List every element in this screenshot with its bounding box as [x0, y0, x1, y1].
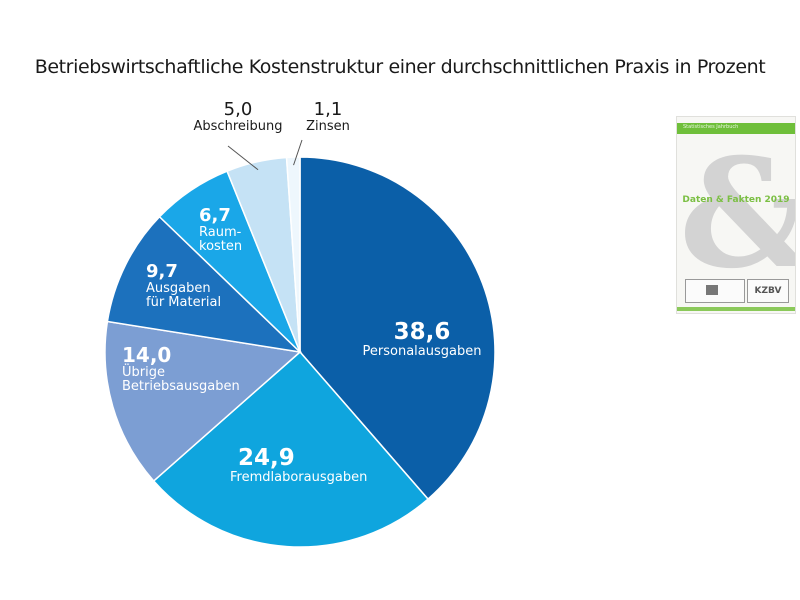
value-abschreibung: 5,0: [223, 99, 253, 120]
pie-slice-fremdlaborausgaben: [152, 350, 430, 548]
category-fremdlaborausgaben: Fremdlaborausgaben: [230, 470, 368, 486]
cover-bottom-bar: [677, 307, 795, 311]
report-cover-thumbnail: Statistisches Jahrbuch & Daten & Fakten …: [676, 116, 796, 314]
label-fremdlaborausgaben: 24,9 Fremdlaborausgaben: [230, 445, 390, 486]
label-raumkosten: 6,7 Raum- kosten: [199, 206, 259, 254]
label-ausgaben-material: 9,7 Ausgaben für Material: [146, 262, 256, 310]
label-personalausgaben: 38,6 Personalausgaben: [352, 319, 492, 360]
pie-slice-personalausgaben: [299, 156, 496, 501]
category-raumkosten-line2: kosten: [199, 239, 243, 255]
value-ausgaben-material: 9,7: [146, 261, 178, 282]
category-uebrige-line2: Betriebsausgaben: [122, 379, 240, 395]
category-material-line1: Ausgaben: [146, 280, 211, 296]
category-material-line2: für Material: [146, 295, 222, 311]
kzbv-logo: KZBV: [747, 279, 789, 303]
label-zinsen: 1,1 Zinsen: [298, 100, 358, 134]
leader-line-zinsen: [293, 139, 303, 166]
chart-title: Betriebswirtschaftliche Kostenstruktur e…: [34, 56, 766, 78]
category-abschreibung: Abschreibung: [193, 118, 283, 134]
pie-slice-ausgaben-für-material: [106, 215, 303, 354]
value-zinsen: 1,1: [313, 99, 343, 120]
category-personalausgaben: Personalausgaben: [362, 344, 482, 360]
label-uebrige-betriebsausgaben: 14,0 Übrige Betriebsausgaben: [122, 344, 272, 395]
leader-line-abschreibung: [227, 145, 259, 171]
cover-logo-box: [685, 279, 745, 303]
ampersand-graphic: &: [679, 139, 795, 289]
value-fremdlaborausgaben: 24,9: [238, 445, 295, 471]
category-uebrige-line1: Übrige: [122, 365, 165, 380]
value-personalausgaben: 38,6: [393, 319, 451, 345]
label-abschreibung: 5,0 Abschreibung: [186, 100, 290, 134]
category-zinsen: Zinsen: [306, 118, 350, 134]
cover-title: Daten & Fakten 2019: [682, 195, 790, 205]
cover-header-bar: Statistisches Jahrbuch: [677, 123, 795, 134]
pie-slice-übrige-betriebsausgaben: [104, 320, 302, 483]
category-raumkosten-line1: Raum-: [199, 224, 242, 240]
value-raumkosten: 6,7: [199, 205, 231, 226]
value-uebrige-betriebsausgaben: 14,0: [122, 343, 172, 367]
emblem-icon: [706, 285, 718, 295]
pie-slice-zinsen: [285, 156, 301, 353]
cover-header-text: Statistisches Jahrbuch: [683, 124, 739, 130]
